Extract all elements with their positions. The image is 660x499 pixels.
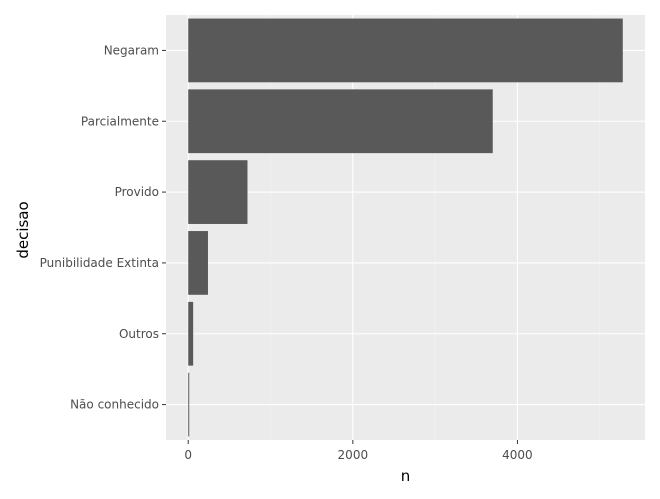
minor-gridlines [270, 15, 601, 440]
x-axis-title: n [401, 467, 411, 485]
bar [188, 160, 248, 224]
bars [188, 18, 623, 437]
x-tick-label: 0 [184, 448, 192, 462]
y-tick-label: Provido [115, 185, 159, 199]
y-axis-title: decisao [14, 201, 32, 258]
bar [188, 89, 493, 154]
bar [188, 301, 194, 366]
y-tick-label: Outros [119, 327, 159, 341]
x-tick-label: 2000 [338, 448, 369, 462]
bar [188, 231, 208, 295]
x-tick-label: 4000 [502, 448, 533, 462]
y-tick-label: Punibilidade Extinta [40, 256, 159, 270]
y-tick-label: Parcialmente [81, 114, 159, 128]
bar [188, 18, 623, 83]
x-axis: 0 2000 4000 [184, 440, 533, 462]
bar [188, 372, 190, 437]
y-axis: Negaram Parcialmente Provido Punibilidade E… [40, 43, 166, 412]
plot-panel [166, 15, 645, 440]
y-tick-label: Não conhecido [70, 398, 159, 412]
y-tick-label: Negaram [104, 43, 159, 57]
